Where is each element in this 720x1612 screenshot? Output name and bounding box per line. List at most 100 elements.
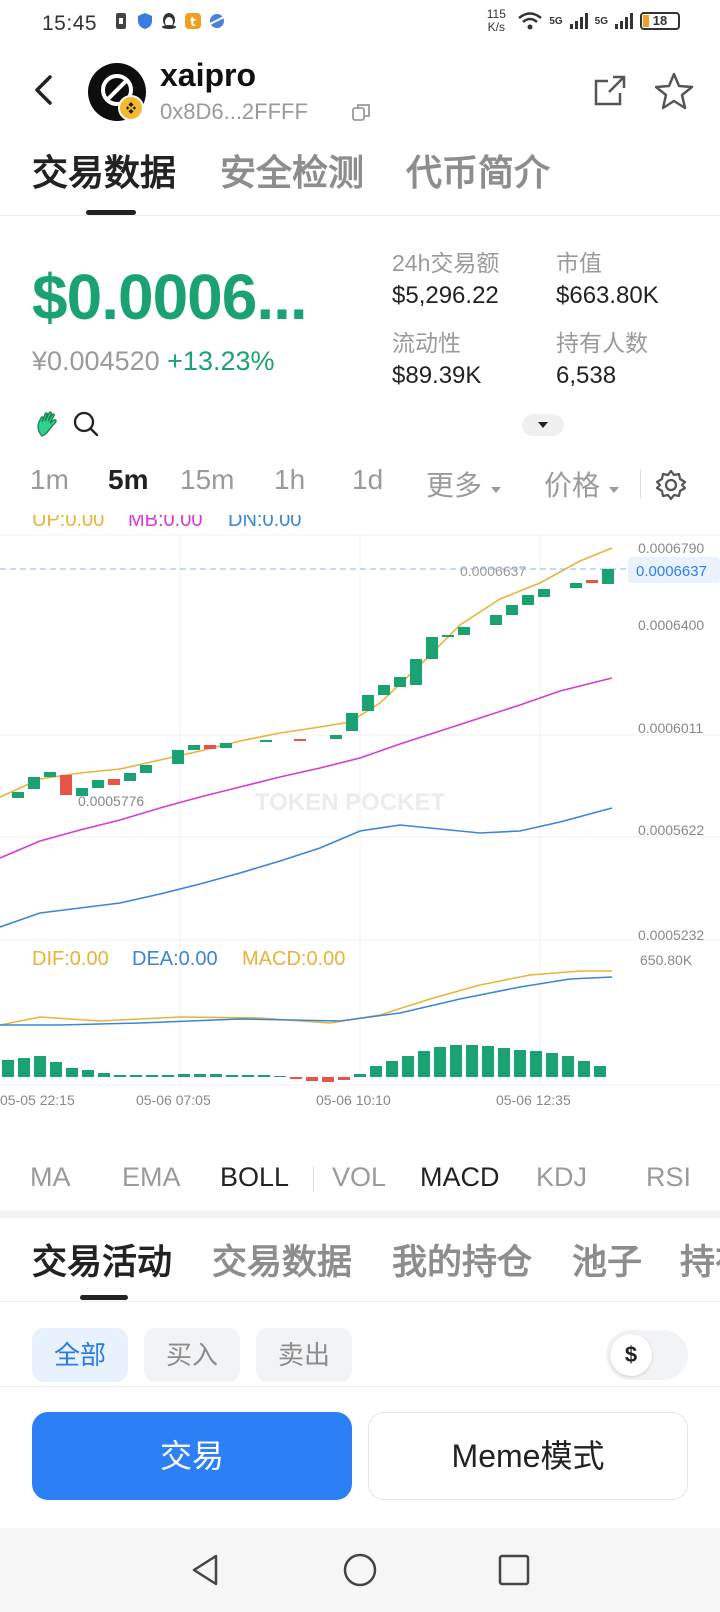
gear-icon[interactable] <box>654 468 688 502</box>
macd-bar <box>466 1045 478 1077</box>
candle <box>204 745 216 749</box>
interval-more-dropdown[interactable]: 更多 <box>426 464 502 504</box>
tab-token-intro[interactable]: 代币简介 <box>406 152 551 193</box>
interval-15m[interactable]: 15m <box>180 464 235 495</box>
macd-histogram-negative <box>290 1077 350 1082</box>
separator <box>313 1166 314 1192</box>
interval-1h[interactable]: 1h <box>274 464 306 495</box>
holders-label: 持有人数 <box>556 330 648 356</box>
share-icon[interactable] <box>592 73 628 109</box>
price-change: +13.23% <box>167 346 275 376</box>
candle <box>220 743 232 748</box>
macd-bar <box>450 1045 462 1077</box>
macd-bar <box>594 1066 606 1077</box>
macd-bar <box>530 1051 542 1077</box>
x-tick-4: 05-06 12:35 <box>496 1092 571 1108</box>
candle <box>442 635 454 637</box>
trade-button[interactable]: 交易 <box>32 1412 352 1500</box>
indicator-vol[interactable]: VOL <box>332 1162 387 1192</box>
macd-bar-negative <box>338 1077 350 1080</box>
filter-buy[interactable]: 买入 <box>144 1328 240 1382</box>
macd-bar <box>162 1075 174 1077</box>
candle <box>570 583 582 588</box>
boll-dn-legend: DN:0.00 <box>228 515 301 531</box>
macd-max-label: 650.80K <box>640 952 693 968</box>
nav-recents-icon[interactable] <box>494 1550 534 1590</box>
candle <box>92 780 104 788</box>
wifi-icon <box>518 12 543 30</box>
filter-all[interactable]: 全部 <box>32 1328 128 1382</box>
wave-hand-icon[interactable] <box>34 410 62 438</box>
candle <box>586 580 598 583</box>
y-tick-5: 0.0005232 <box>638 927 704 943</box>
copy-icon[interactable] <box>352 103 370 121</box>
tab-my-holdings[interactable]: 我的持仓 <box>392 1243 533 1282</box>
filter-sell[interactable]: 卖出 <box>256 1328 352 1382</box>
back-arrow-icon[interactable] <box>28 73 62 107</box>
volume-value: $5,296.22 <box>392 282 499 309</box>
macd-dea-line <box>0 976 613 1026</box>
mcap-label: 市值 <box>556 250 602 276</box>
liquidity-label: 流动性 <box>392 330 461 356</box>
signal-1-label: 5G <box>549 15 563 27</box>
tab-trade-data[interactable]: 交易数据 <box>212 1243 353 1282</box>
tab-trading-data[interactable]: 交易数据 <box>32 152 177 193</box>
macd-bar <box>50 1062 62 1077</box>
token-address: 0x8D6...2FFFF <box>160 99 308 124</box>
app-t-icon: t <box>185 13 201 29</box>
tab-holders[interactable]: 持有 <box>680 1243 720 1282</box>
macd-bar <box>66 1068 78 1077</box>
interval-selector: 1m 5m 15m 1h 1d 更多 价格 <box>0 460 720 510</box>
candle <box>108 779 120 785</box>
interval-5m[interactable]: 5m <box>108 464 149 495</box>
macd-bar <box>114 1075 126 1077</box>
tab-trade-activity[interactable]: 交易活动 <box>32 1243 173 1282</box>
y-tick-2: 0.0006400 <box>638 617 704 633</box>
interval-1m[interactable]: 1m <box>30 464 69 495</box>
tab-security-check[interactable]: 安全检测 <box>220 152 365 193</box>
tab-underline <box>86 210 136 215</box>
price-mode-dropdown[interactable]: 价格 <box>544 464 620 504</box>
macd-bar-negative <box>290 1077 302 1079</box>
divider <box>0 1386 720 1387</box>
indicator-macd[interactable]: MACD <box>420 1162 500 1192</box>
macd-bar <box>194 1074 206 1077</box>
tab-pools[interactable]: 池子 <box>572 1243 643 1282</box>
currency-toggle[interactable]: $ <box>606 1330 688 1380</box>
star-icon[interactable] <box>654 71 694 111</box>
nav-home-icon[interactable] <box>340 1550 380 1590</box>
price-chart[interactable]: UP:0.00 MB:0.00 DN:0.00 TOKEN POCKET 0.0… <box>0 515 720 1145</box>
search-icon[interactable] <box>72 410 100 438</box>
candle <box>346 713 358 731</box>
holders-value: 6,538 <box>556 362 617 389</box>
meme-mode-button[interactable]: Meme模式 <box>368 1412 688 1500</box>
system-nav-bar <box>0 1528 720 1612</box>
candle <box>458 627 470 635</box>
current-price-tag <box>628 557 720 583</box>
indicator-ema[interactable]: EMA <box>122 1162 181 1192</box>
collapse-toggle[interactable] <box>522 414 564 436</box>
indicator-kdj[interactable]: KDJ <box>536 1162 588 1192</box>
x-tick-2: 05-06 07:05 <box>136 1092 211 1108</box>
macd-bar <box>130 1075 142 1077</box>
interval-more-label: 更多 <box>426 470 483 501</box>
tab-underline <box>80 1295 128 1300</box>
nav-back-icon[interactable] <box>186 1550 226 1590</box>
section-divider <box>0 1210 720 1218</box>
indicator-boll[interactable]: BOLL <box>220 1162 290 1192</box>
macd-bar <box>242 1075 254 1077</box>
macd-bar-negative <box>306 1077 318 1081</box>
macd-bar <box>370 1066 382 1077</box>
signal-2-label: 5G <box>594 15 608 27</box>
boll-lower-line <box>0 807 613 928</box>
indicator-rsi[interactable]: RSI <box>646 1162 692 1192</box>
shield-icon <box>138 13 152 29</box>
price-cny-row: ¥0.004520 +13.23% <box>32 346 275 377</box>
interval-1d[interactable]: 1d <box>352 464 384 495</box>
boll-mb-legend: MB:0.00 <box>128 515 202 531</box>
candle <box>522 595 534 605</box>
candle <box>12 792 24 798</box>
liquidity-value: $89.39K <box>392 362 482 389</box>
currency-knob: $ <box>610 1334 652 1376</box>
indicator-ma[interactable]: MA <box>30 1162 71 1192</box>
